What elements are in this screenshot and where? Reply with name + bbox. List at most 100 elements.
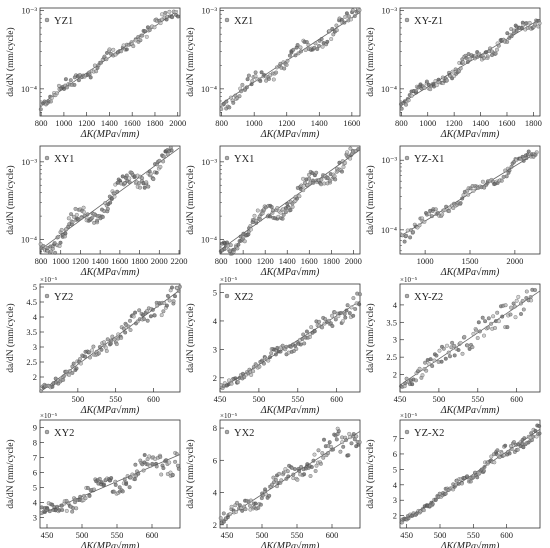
data-point xyxy=(66,216,71,221)
data-point xyxy=(308,474,313,478)
data-point xyxy=(259,70,264,75)
data-point xyxy=(52,241,57,245)
data-point xyxy=(406,516,411,521)
data-point xyxy=(297,194,302,199)
data-point xyxy=(274,70,279,75)
data-point xyxy=(299,49,303,54)
data-point xyxy=(430,502,435,506)
y-tick-label: 4 xyxy=(33,312,38,322)
legend-label: XY-Z2 xyxy=(414,292,443,303)
legend-marker xyxy=(44,429,50,435)
data-point xyxy=(334,28,339,33)
data-point xyxy=(465,343,470,348)
x-tick-label: 450 xyxy=(400,530,413,540)
data-point xyxy=(330,313,335,318)
data-point xyxy=(119,335,124,340)
data-point xyxy=(164,458,169,463)
data-point xyxy=(404,102,408,107)
data-point xyxy=(457,69,461,74)
data-point xyxy=(493,326,497,330)
data-point xyxy=(78,357,82,361)
data-point xyxy=(218,516,223,521)
data-point xyxy=(304,329,309,334)
data-point xyxy=(302,472,307,477)
data-point xyxy=(516,294,521,299)
data-point xyxy=(131,44,136,49)
data-point xyxy=(97,476,102,481)
data-point xyxy=(287,53,292,58)
data-point xyxy=(433,498,438,502)
x-tick-label: 600 xyxy=(147,394,160,404)
data-point xyxy=(467,346,472,351)
y-tick-label: 5 xyxy=(33,282,37,292)
data-point xyxy=(113,479,118,484)
data-point xyxy=(512,440,516,445)
y-multiplier: ×10⁻⁵ xyxy=(220,276,238,284)
y-tick-label: 4 xyxy=(393,480,398,490)
data-point xyxy=(344,438,349,443)
data-point xyxy=(520,154,525,159)
data-point xyxy=(342,311,347,316)
x-axis-label: ΔK(MPa√mm) xyxy=(260,129,320,140)
data-point xyxy=(236,242,241,247)
x-tick-label: 550 xyxy=(111,530,124,540)
data-point xyxy=(482,333,486,338)
data-point xyxy=(164,303,169,308)
legend-marker xyxy=(404,293,410,299)
data-point xyxy=(320,44,325,49)
data-point xyxy=(421,508,426,513)
y-multiplier: ×10⁻⁵ xyxy=(220,412,238,420)
data-point xyxy=(515,447,520,452)
data-point xyxy=(522,436,527,441)
data-point xyxy=(452,353,457,358)
data-point xyxy=(171,299,176,304)
x-tick-label: 1000 xyxy=(235,256,252,266)
data-point xyxy=(270,208,275,213)
data-point xyxy=(313,41,318,46)
data-point xyxy=(224,99,229,104)
data-point xyxy=(242,375,247,380)
data-point xyxy=(294,346,299,351)
data-point xyxy=(266,358,271,363)
data-point xyxy=(464,56,469,60)
chart-panel: 2 3 4 5 450 500 550 600 ×10⁻⁵ da/dN (mm/cycle) ΔK(… xyxy=(185,276,362,416)
y-tick-label: 5 xyxy=(33,483,37,493)
scatter-series xyxy=(218,426,362,526)
legend-marker xyxy=(224,155,230,161)
data-point xyxy=(509,305,514,310)
data-point xyxy=(255,208,260,213)
data-point xyxy=(229,504,234,509)
data-point xyxy=(313,469,318,473)
scatter-series xyxy=(399,287,537,389)
data-point xyxy=(486,316,491,321)
data-point xyxy=(267,493,272,498)
data-point xyxy=(159,472,164,477)
data-point xyxy=(442,208,447,213)
data-point xyxy=(414,378,418,383)
data-point xyxy=(273,477,278,482)
data-point xyxy=(422,86,427,90)
data-point xyxy=(57,244,62,248)
data-point xyxy=(74,212,79,217)
scatter-series xyxy=(400,149,539,244)
data-point xyxy=(430,364,435,368)
data-point xyxy=(521,445,526,450)
legend-marker xyxy=(224,17,230,23)
data-point xyxy=(424,368,429,373)
legend-label: YX1 xyxy=(234,154,254,165)
data-point xyxy=(161,466,166,471)
data-point xyxy=(331,447,336,452)
data-point xyxy=(281,470,286,475)
data-point xyxy=(275,206,280,211)
data-point xyxy=(302,341,307,346)
data-point xyxy=(288,208,293,213)
data-point xyxy=(165,293,170,298)
data-point xyxy=(428,357,433,362)
data-point xyxy=(310,171,315,176)
data-point xyxy=(63,231,68,236)
x-tick-label: 600 xyxy=(326,530,339,540)
data-point xyxy=(343,160,348,165)
data-point xyxy=(357,8,362,13)
x-tick-label: 1600 xyxy=(498,118,515,128)
data-point xyxy=(433,207,438,212)
